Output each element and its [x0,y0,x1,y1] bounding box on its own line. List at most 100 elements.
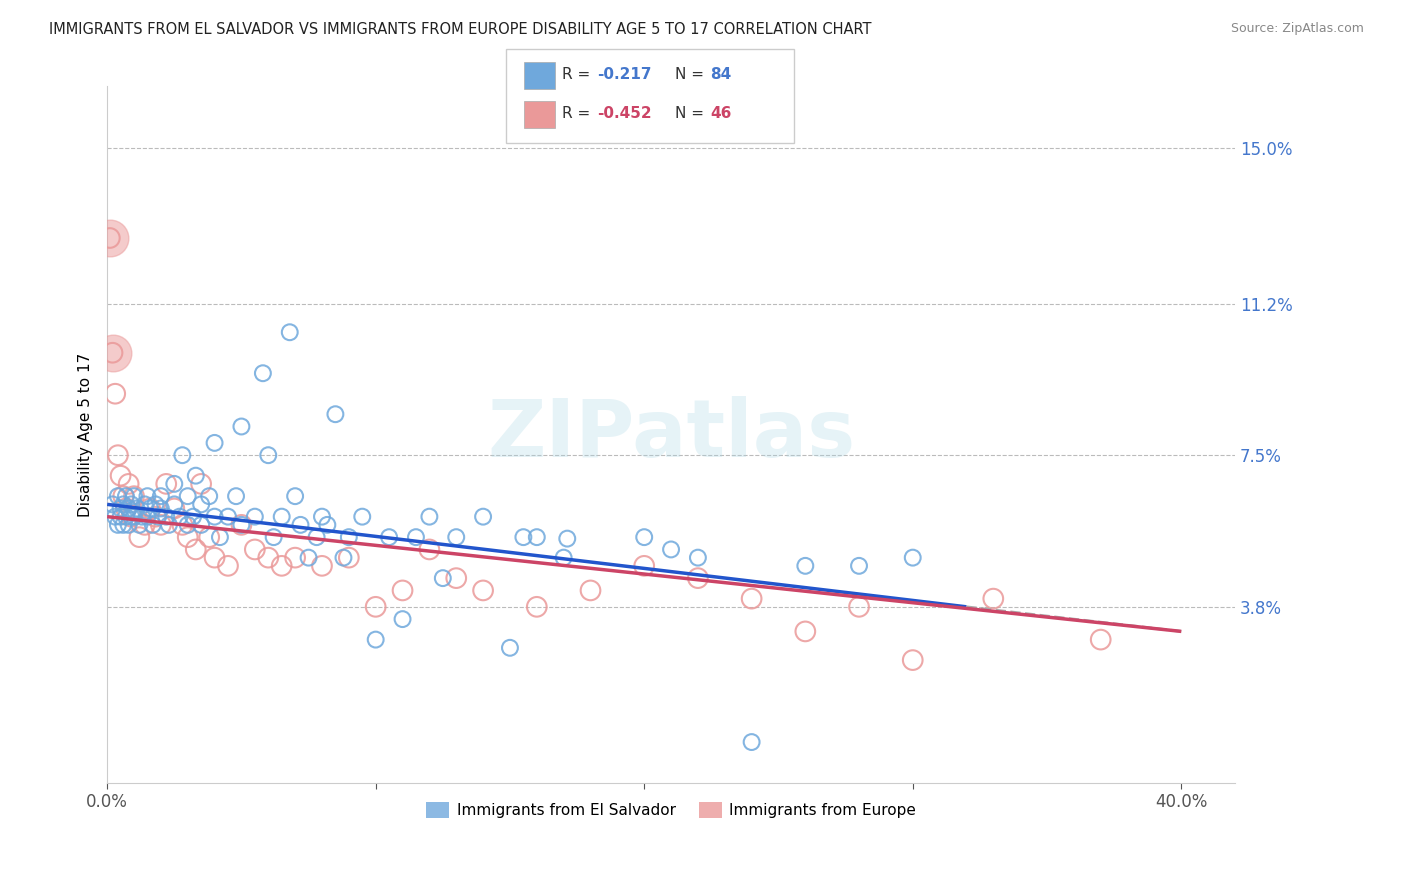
Point [101,345,124,359]
Point [848,558,870,573]
Point [112,517,135,532]
Point [231,419,253,434]
Point [297,550,319,565]
Point [217,509,239,524]
Point [316,517,339,532]
Point [243,542,266,557]
Point [208,530,231,544]
Point [901,550,924,565]
Point [112,497,135,511]
Point [243,509,266,524]
Point [204,509,226,524]
Point [107,448,129,462]
Point [145,497,167,511]
Point [155,476,177,491]
Point [848,599,870,614]
Point [263,530,285,544]
Point [115,501,138,516]
Point [169,509,191,524]
Point [101,497,124,511]
Point [633,558,655,573]
Point [131,509,153,524]
Point [110,509,132,524]
Point [444,571,467,585]
Text: -0.217: -0.217 [598,67,652,81]
Point [163,476,186,491]
Point [290,517,312,532]
Point [155,509,177,524]
Point [181,509,204,524]
Point [198,530,221,544]
Point [231,517,253,532]
Point [305,530,328,544]
Point [257,448,280,462]
Point [134,497,156,511]
Point [337,550,360,565]
Text: R =: R = [562,106,596,120]
Point [794,624,817,639]
Point [125,501,148,516]
Point [172,448,194,462]
Point [136,489,159,503]
Point [418,509,440,524]
Point [270,558,292,573]
Point [190,517,212,532]
Point [337,530,360,544]
Point [198,489,221,503]
Point [432,571,454,585]
Point [512,530,534,544]
Point [149,489,172,503]
Point [686,571,709,585]
Point [128,530,150,544]
Point [311,558,333,573]
Point [139,501,162,516]
Point [225,489,247,503]
Point [110,501,132,516]
Point [177,530,200,544]
Point [270,509,292,524]
Point [120,509,142,524]
Point [378,530,401,544]
Point [115,489,138,503]
Point [177,489,200,503]
Y-axis label: Disability Age 5 to 17: Disability Age 5 to 17 [79,352,93,516]
Point [499,640,522,655]
Text: 46: 46 [710,106,731,120]
Point [472,509,495,524]
Point [149,501,172,516]
Point [364,632,387,647]
Point [284,550,307,565]
Text: Source: ZipAtlas.com: Source: ZipAtlas.com [1230,22,1364,36]
Point [364,599,387,614]
Point [163,497,186,511]
Text: IMMIGRANTS FROM EL SALVADOR VS IMMIGRANTS FROM EUROPE DISABILITY AGE 5 TO 17 COR: IMMIGRANTS FROM EL SALVADOR VS IMMIGRANT… [49,22,872,37]
Text: N =: N = [675,106,709,120]
Point [352,509,374,524]
Point [157,517,180,532]
Point [686,550,709,565]
Point [794,558,817,573]
Point [122,489,145,503]
Point [579,583,602,598]
Point [418,542,440,557]
Point [134,517,156,532]
Point [217,558,239,573]
Point [444,530,467,544]
Point [391,583,413,598]
Point [659,542,682,557]
Point [122,509,145,524]
Point [184,542,207,557]
Text: R =: R = [562,67,596,81]
Point [142,517,165,532]
Point [252,366,274,380]
Point [284,489,307,503]
Point [148,509,170,524]
Point [526,530,548,544]
Point [120,497,142,511]
Point [115,509,138,524]
Point [553,550,575,565]
Text: 84: 84 [710,67,731,81]
Point [110,468,132,483]
Point [555,532,578,546]
Text: ZIPatlas: ZIPatlas [486,396,855,474]
